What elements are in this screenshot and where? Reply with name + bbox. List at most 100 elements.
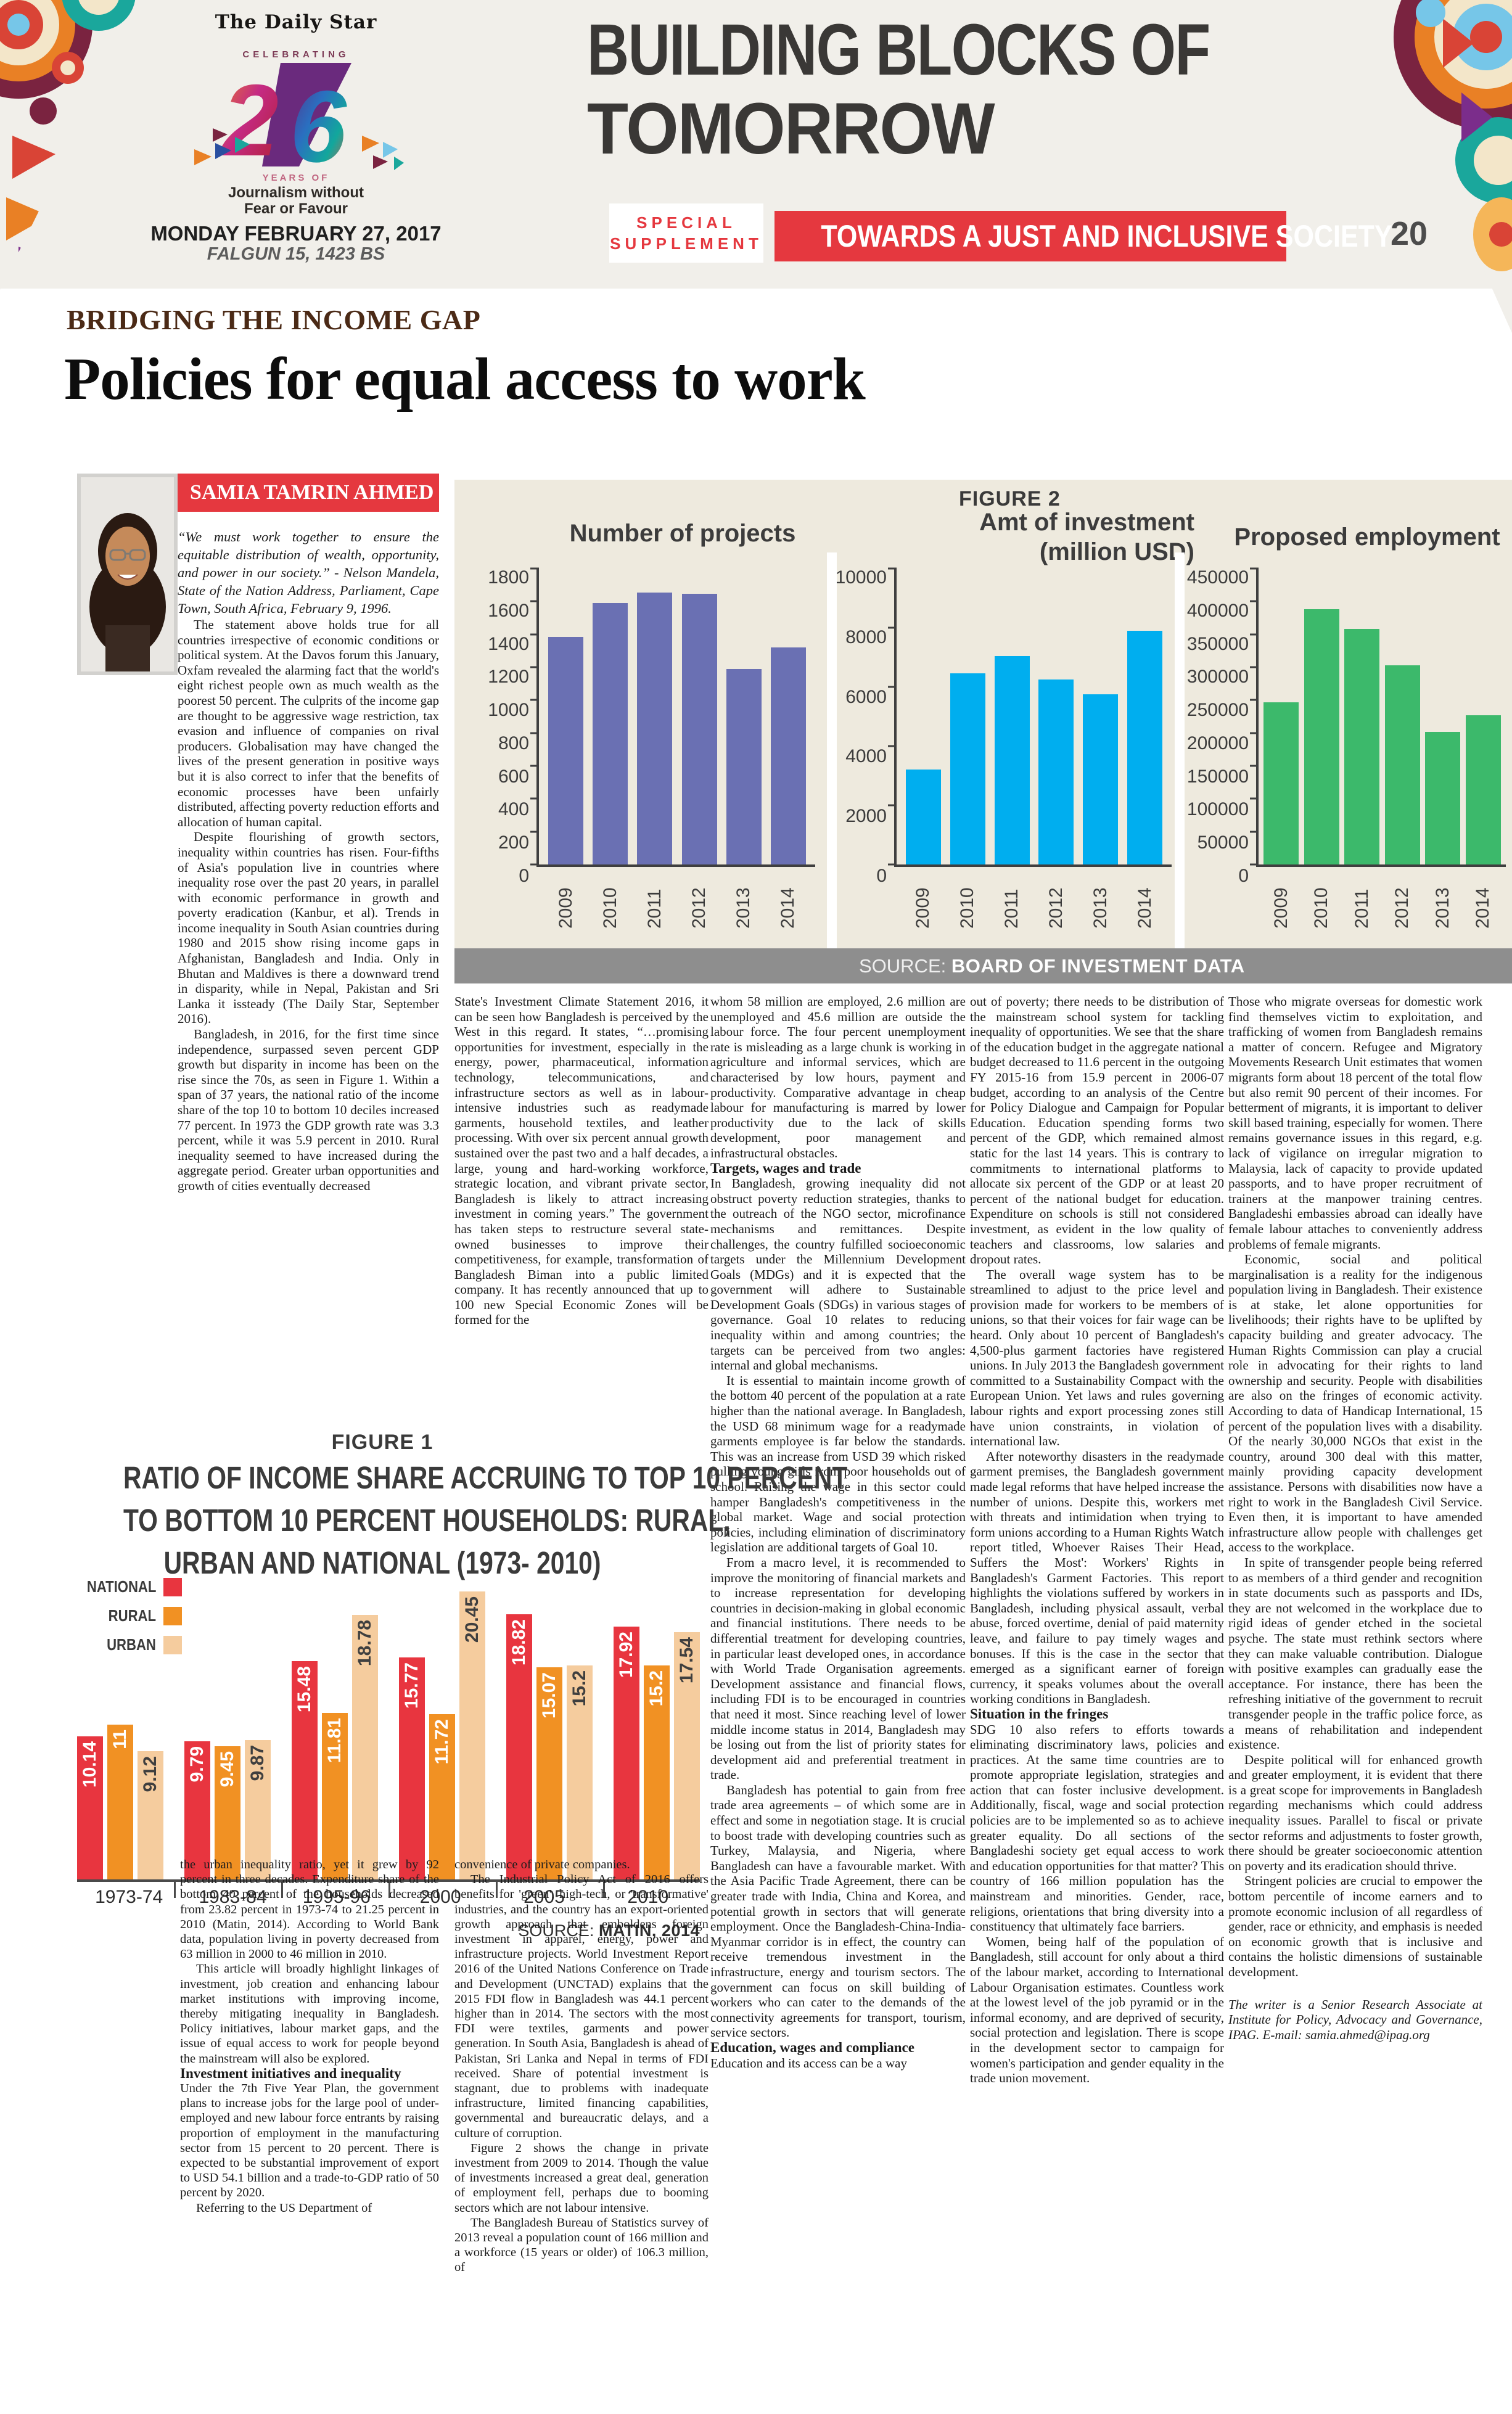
bar-value-label: 11.72 [432,1719,452,1765]
article-headline: Policies for equal access to work [64,346,866,412]
paragraph: Bangladesh, in 2016, for the first time … [178,1027,439,1193]
body-column-3: out of poverty; there needs to be distri… [970,994,1224,2410]
bar-value-label: 11 [110,1729,130,1749]
bar-national-2005: 18.82 [506,1614,532,1879]
bar-value-label: 15.77 [401,1662,422,1709]
legend-label: URBAN [107,1635,156,1654]
chart-proposed-employment: 450000 400000 350000 300000 250000 200000 1500… [1186,567,1506,929]
x-axis-tick [496,1879,498,1898]
paragraph: After noteworthy disasters in the readym… [970,1448,1224,1707]
body-column-4: Those who migrate overseas for domestic … [1228,994,1482,2410]
bar-urban-1973-74: 9.12 [138,1751,163,1879]
bar-value-label: 15.48 [294,1666,314,1713]
x-axis-label: 2014 [778,887,799,929]
bar-national-2000: 15.77 [399,1657,425,1879]
figure2-chart2-title-line2: (million USD) [1039,538,1194,565]
paragraph: The Bangladesh Bureau of Statistics surv… [454,2215,709,2275]
bar-urban-2005: 15.2 [567,1665,593,1879]
text-line: URBAN AND NATIONAL (1973- 2010) [163,1545,601,1580]
bar-value-label: 15.2 [569,1670,590,1706]
supplement-title-line1: BUILDING BLOCKS OF [587,9,1210,91]
issue-date: MONDAY FEBRUARY 27, 2017 [150,222,442,245]
y-axis-tick-label: 1400 [488,633,529,654]
supplement-title: BUILDING BLOCKS OF TOMORROW [587,14,1327,165]
bar-group-2010: 17.92 15.2 17.54 [614,1583,700,1879]
bar-rural-1973-74: 11 [107,1724,133,1879]
theme-banner: TOWARDS A JUST AND INCLUSIVE SOCIETY [774,211,1392,261]
figure2-chart3-title: Proposed employment [1234,523,1500,551]
paragraph: SDG 10 also refers to efforts towards el… [970,1722,1224,1934]
figure2-panel: FIGURE 2 Number of projects Amt of inves… [454,480,1512,983]
legend-label: NATIONAL [86,1577,156,1596]
bar-value-label: 20.45 [462,1596,482,1643]
y-axis-tick [530,666,539,668]
bar-national-1973-74: 10.14 [77,1736,103,1879]
y-axis-tick-label: 6000 [845,686,887,707]
y-axis-tick-label: 0 [519,866,529,886]
bar-national-1995-96: 15.48 [292,1661,318,1879]
bar-2012 [681,594,717,864]
y-axis-tick [1250,567,1259,570]
bar-urban-1983-84: 9.87 [245,1740,271,1879]
paragraph: the urban inequality ratio, yet it grew … [180,1858,439,1961]
bar-2012 [1384,665,1420,864]
text-line: RATIO OF INCOME SHARE ACCRUING TO TOP 10… [123,1460,848,1495]
paragraph: Stringent policies are crucial to empowe… [1228,1873,1482,1979]
legend-label: RURAL [108,1606,156,1625]
figure2-source-band: SOURCE: BOARD OF INVESTMENT DATA [454,948,1512,983]
y-axis-tick [530,699,539,701]
y-axis-tick-label: 8000 [845,626,887,647]
bar-2009 [548,636,584,864]
paragraph: In spite of transgender people being ref… [1228,1554,1482,1752]
y-axis-tick [1250,797,1259,800]
paragraph: Those who migrate overseas for domestic … [1228,994,1482,1252]
y-axis-tick-label: 200 [498,832,529,853]
y-axis-tick [888,863,897,866]
bar-2011 [1344,629,1380,864]
x-axis-label: 2012 [1045,887,1066,929]
x-axis-label: 2011 [644,889,665,929]
bar-2010 [593,603,628,864]
y-axis-tick [1250,732,1259,734]
figure1-source-prefix: SOURCE: [518,1921,599,1940]
y-axis-tick [1250,831,1259,833]
y-axis-tick-label: 1000 [488,700,529,721]
anniversary-26-logo: 2 6 [194,63,404,174]
chart-divider [1175,552,1185,953]
celebrating-label: CELEBRATING [242,49,350,60]
y-axis-tick [530,797,539,800]
x-axis-label: 2014 [1473,887,1494,929]
bar-value-label: 9.87 [247,1745,268,1781]
paragraph: Women, being half of the population of B… [970,1934,1224,2086]
bar-national-1983-84: 9.79 [184,1741,210,1879]
y-axis-tick-label: 10000 [835,567,887,588]
bar-value-label: 15.07 [539,1672,559,1718]
y-axis-tick-label: 50000 [1197,832,1249,853]
y-axis-tick-label: 450000 [1186,567,1249,588]
bar-2009 [1263,702,1299,864]
bar-2010 [1304,609,1339,864]
y-axis-tick [530,863,539,866]
svg-text:2: 2 [220,64,279,174]
y-axis-tick-label: 350000 [1186,633,1249,654]
bar-urban-2010: 17.54 [674,1632,700,1879]
slogan-line1: Journalism without [228,184,364,201]
y-axis-tick-label: 1600 [488,600,529,621]
legend-swatch [163,1577,182,1596]
bar-2012 [1038,679,1074,864]
bar-value-label: 10.14 [80,1741,100,1788]
bar-group-1995-96: 15.48 11.81 18.78 [292,1583,378,1879]
x-axis-label: 2011 [1001,889,1022,929]
bar-2013 [1083,694,1119,864]
group-label: 1983-84 [199,1887,267,1907]
bar-2013 [1425,731,1461,864]
bar-value-label: 18.78 [355,1619,375,1666]
x-axis-label: 2010 [957,887,978,929]
bar-group-2005: 18.82 15.07 15.2 [506,1583,593,1879]
slogan: Journalism without Fear or Favour [173,185,419,217]
legend-item-national: NATIONAL [65,1572,182,1601]
bar-value-label: 9.45 [217,1751,237,1788]
issue-date-bengali: FALGUN 15, 1423 BS [207,244,385,264]
supplement-title-line2: TOMORROW [587,88,995,170]
